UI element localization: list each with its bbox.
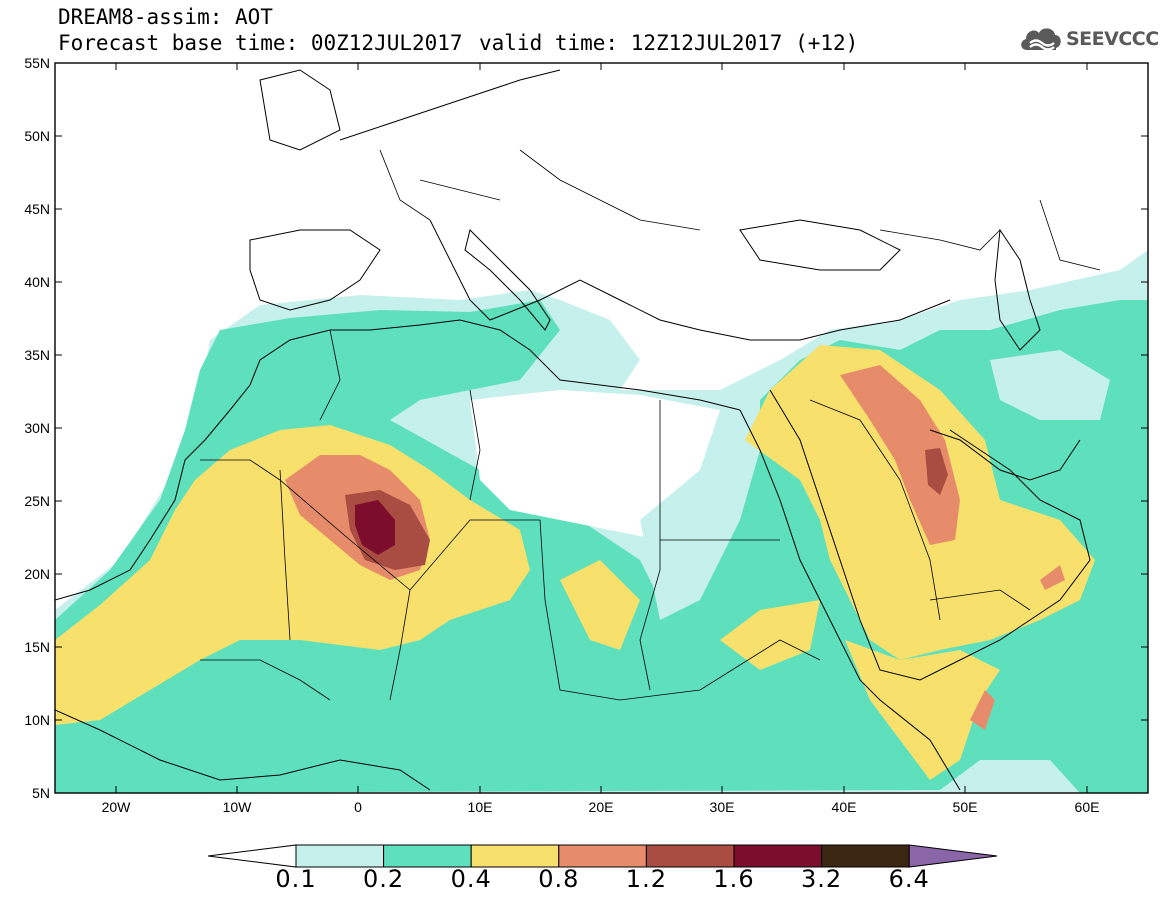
longitude-labels: 20W 10W 0 10E 20E 30E 40E 50E 60E xyxy=(102,799,1100,815)
aot-band-0.4-horn xyxy=(845,640,1000,780)
colorbar-segment-0.4 xyxy=(470,844,560,868)
coast-gulf-guinea xyxy=(55,709,431,791)
lon-label: 40E xyxy=(832,799,857,815)
colorbar-label: 0.1 xyxy=(275,865,317,893)
country-borders xyxy=(200,149,1101,701)
aot-band-0.8-oman xyxy=(1040,565,1065,590)
aot-band-0.8-somalia xyxy=(970,690,995,730)
lat-label: 25N xyxy=(24,493,50,509)
lat-label: 15N xyxy=(24,639,50,655)
lat-label: 30N xyxy=(24,420,50,436)
coast-black-sea xyxy=(739,219,901,271)
coast-red-sea-east xyxy=(769,389,1091,681)
coast-red-sea-west xyxy=(739,409,961,791)
axis-ticks xyxy=(55,62,1148,793)
colorbar-under-triangle xyxy=(207,844,297,868)
forecast-base-time: Forecast base time: 00Z12JUL2017 xyxy=(58,31,463,55)
lon-label: 30E xyxy=(710,799,735,815)
aot-light-libya xyxy=(640,420,740,620)
cloud-icon xyxy=(1021,28,1061,51)
colorbar-segment-0.1 xyxy=(295,844,385,868)
coast-europe-med xyxy=(429,219,951,341)
lon-label: 20E xyxy=(589,799,614,815)
colorbar-label: 3.2 xyxy=(801,865,843,893)
lat-label: 45N xyxy=(24,201,50,217)
coast-europe-north xyxy=(339,69,561,141)
colorbar-label: 0.4 xyxy=(450,865,492,893)
lat-label: 35N xyxy=(24,347,50,363)
colorbar-label: 1.2 xyxy=(625,865,667,893)
aot-band-0.4-chad xyxy=(720,600,820,670)
colorbar-over-triangle xyxy=(908,844,998,868)
coast-west-africa xyxy=(55,319,741,601)
logo-text: SEEVCCC xyxy=(1066,28,1159,50)
coast-gulf xyxy=(929,429,1081,481)
lat-label: 5N xyxy=(32,785,50,801)
aot-band-0.8-arabia xyxy=(840,365,960,545)
lon-label: 60E xyxy=(1075,799,1100,815)
colorbar-label: 0.2 xyxy=(363,865,405,893)
aot-band-0.4-sudan xyxy=(560,560,640,650)
valid-time: valid time: 12Z12JUL2017 (+12) xyxy=(479,31,859,55)
coast-caspian xyxy=(994,228,1041,351)
lat-label: 55N xyxy=(24,55,50,71)
lon-label: 20W xyxy=(102,799,132,815)
aot-field xyxy=(55,250,1148,793)
colorbar-segment-0.2 xyxy=(383,844,472,868)
latitude-labels: 55N 50N 45N 40N 35N 30N 25N 20N 15N 10N … xyxy=(24,55,50,801)
aot-band-1.6-sahara xyxy=(355,500,395,555)
colorbar-segment-1.2 xyxy=(645,844,735,868)
coast-italy xyxy=(464,229,551,331)
aot-band-1.2-arabia xyxy=(925,448,948,495)
colorbar-label: 1.6 xyxy=(713,865,755,893)
lat-label: 40N xyxy=(24,274,50,290)
lon-label: 0 xyxy=(354,799,362,815)
lon-label: 10W xyxy=(223,799,253,815)
lat-label: 50N xyxy=(24,128,50,144)
coast-britain xyxy=(259,69,341,151)
lon-label: 50E xyxy=(953,799,978,815)
figure-title: DREAM8-assim: AOT xyxy=(58,5,273,29)
colorbar-segment-1.6 xyxy=(733,844,823,868)
aot-clear-libya xyxy=(470,390,720,540)
seevccc-logo: SEEVCCC xyxy=(1018,22,1159,56)
colorbar xyxy=(207,844,998,868)
lat-label: 10N xyxy=(24,712,50,728)
coastlines xyxy=(55,69,1091,791)
aot-clear-caspian xyxy=(990,350,1110,420)
lat-label: 20N xyxy=(24,566,50,582)
colorbar-label: 0.8 xyxy=(538,865,580,893)
lon-label: 10E xyxy=(468,799,493,815)
colorbar-segment-3.2 xyxy=(821,844,910,868)
colorbar-label: 6.4 xyxy=(888,865,930,893)
coast-iberia xyxy=(249,229,381,311)
colorbar-segment-0.8 xyxy=(558,844,647,868)
